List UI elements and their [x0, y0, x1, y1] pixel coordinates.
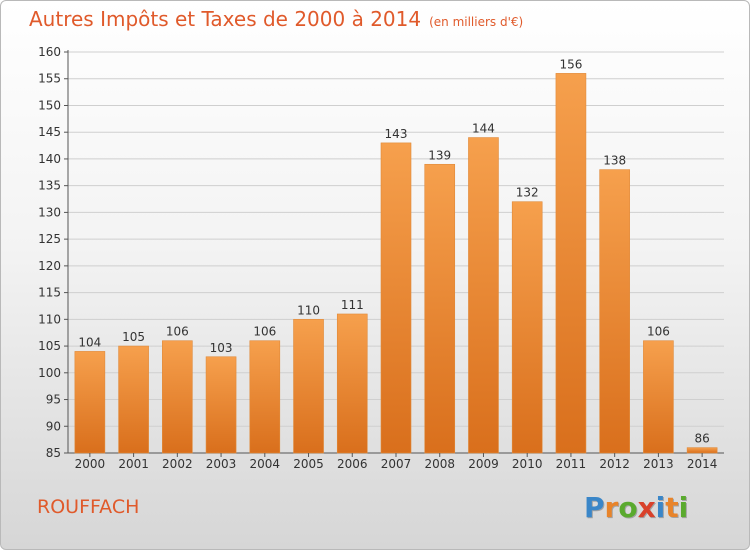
- bar: [555, 73, 587, 454]
- y-tick-label: 135: [38, 179, 61, 193]
- bar: [686, 447, 718, 454]
- x-tick-label: 2009: [468, 457, 499, 471]
- bar: [205, 356, 237, 454]
- y-tick-label: 155: [38, 72, 61, 86]
- logo-letter: r: [604, 491, 619, 524]
- y-tick-label: 105: [38, 339, 61, 353]
- data-label: 139: [428, 148, 451, 162]
- bar: [380, 142, 412, 454]
- bar: [643, 340, 674, 454]
- data-label: 104: [78, 335, 101, 349]
- bar: [249, 340, 281, 454]
- data-label: 144: [472, 122, 495, 136]
- x-tick-label: 2012: [599, 457, 630, 471]
- x-tick-label: 2008: [424, 457, 455, 471]
- y-tick-label: 125: [38, 232, 61, 246]
- chart-title: Autres Impôts et Taxes de 2000 à 2014 (en…: [29, 7, 523, 31]
- logo-letter: i: [655, 491, 666, 524]
- logo-letter: i: [678, 491, 689, 524]
- y-tick-label: 150: [38, 98, 61, 112]
- data-label: 110: [297, 303, 320, 317]
- bar: [468, 137, 499, 454]
- bar: [336, 313, 368, 454]
- x-tick-label: 2004: [250, 457, 281, 471]
- y-tick-label: 160: [38, 45, 61, 59]
- data-label: 106: [647, 325, 670, 339]
- x-tick-label: 2013: [643, 457, 674, 471]
- commune-name: ROUFFACH: [37, 496, 140, 518]
- chart-title-text: Autres Impôts et Taxes de 2000 à 2014: [29, 7, 422, 31]
- y-tick-label: 120: [38, 259, 61, 273]
- proxiti-logo[interactable]: Proxiti: [584, 491, 688, 524]
- data-label: 111: [341, 298, 364, 312]
- data-label: 106: [166, 325, 189, 339]
- x-tick-label: 2003: [206, 457, 237, 471]
- x-tick-label: 2007: [381, 457, 412, 471]
- bar: [511, 201, 543, 454]
- data-label: 106: [253, 325, 276, 339]
- x-tick-label: 2001: [118, 457, 149, 471]
- bar: [74, 351, 106, 454]
- bar: [293, 319, 324, 454]
- y-tick-label: 115: [38, 286, 61, 300]
- data-label: 156: [559, 57, 582, 71]
- x-tick-label: 2010: [512, 457, 543, 471]
- y-tick-label: 130: [38, 205, 61, 219]
- y-tick-label: 85: [46, 446, 61, 460]
- bar: [599, 169, 630, 454]
- data-label: 103: [210, 341, 233, 355]
- y-tick-label: 100: [38, 366, 61, 380]
- data-label: 105: [122, 330, 145, 344]
- bar: [162, 340, 193, 454]
- x-tick-label: 2005: [293, 457, 324, 471]
- logo-letter: P: [584, 491, 605, 524]
- y-tick-label: 110: [38, 312, 61, 326]
- logo-letter: t: [665, 491, 679, 524]
- unit-note: (en milliers d'€): [429, 15, 524, 29]
- data-label: 132: [516, 186, 539, 200]
- y-tick-label: 90: [46, 419, 61, 433]
- x-tick-label: 2000: [75, 457, 106, 471]
- data-label: 86: [694, 432, 709, 446]
- logo-letter: o: [618, 491, 638, 524]
- y-tick-label: 145: [38, 125, 61, 139]
- bar: [424, 163, 456, 454]
- y-tick-label: 95: [46, 393, 61, 407]
- data-label: 138: [603, 154, 626, 168]
- x-tick-label: 2006: [337, 457, 368, 471]
- x-tick-label: 2002: [162, 457, 193, 471]
- x-tick-label: 2011: [556, 457, 587, 471]
- logo-letter: x: [637, 491, 656, 524]
- data-label: 143: [385, 127, 408, 141]
- bar: [118, 345, 149, 454]
- x-tick-label: 2014: [687, 457, 718, 471]
- y-tick-label: 140: [38, 152, 61, 166]
